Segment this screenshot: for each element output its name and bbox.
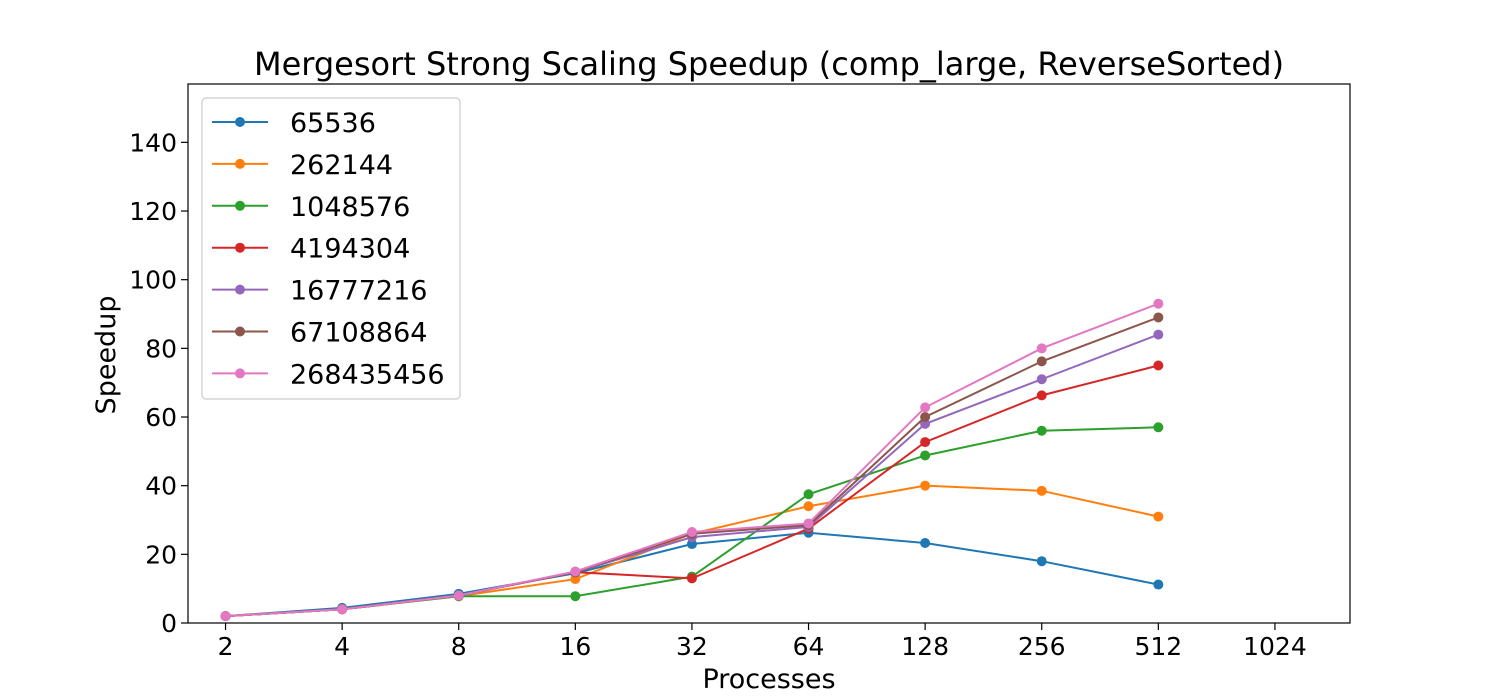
data-point-4194304 — [1153, 360, 1164, 371]
data-point-1048576 — [920, 450, 931, 461]
y-tick-label: 20 — [145, 540, 177, 569]
x-tick-label: 16 — [559, 632, 591, 661]
data-point-4194304 — [686, 573, 697, 584]
legend-label: 65536 — [290, 108, 376, 139]
x-tick-label: 512 — [1134, 632, 1182, 661]
series-268435456 — [220, 298, 1164, 622]
y-tick-label: 40 — [145, 472, 177, 501]
data-point-65536 — [920, 538, 931, 549]
x-tick-label: 4 — [334, 632, 350, 661]
data-point-1048576 — [1153, 422, 1164, 433]
data-point-65536 — [1153, 579, 1164, 590]
legend-marker — [235, 200, 245, 211]
legend-marker — [235, 158, 245, 169]
data-point-268435456 — [337, 604, 348, 615]
data-point-67108864 — [1036, 356, 1047, 367]
data-point-268435456 — [220, 611, 231, 622]
x-axis-label: Processes — [702, 664, 835, 695]
data-point-262144 — [570, 574, 581, 585]
x-tick-label: 1024 — [1243, 632, 1307, 661]
data-point-262144 — [1036, 485, 1047, 496]
data-point-1048576 — [803, 489, 814, 500]
y-tick-label: 0 — [161, 609, 177, 638]
data-point-268435456 — [686, 527, 697, 538]
data-point-4194304 — [920, 437, 931, 448]
legend-label: 1048576 — [290, 192, 410, 223]
data-point-262144 — [920, 480, 931, 491]
x-tick-label: 128 — [901, 632, 949, 661]
data-point-268435456 — [570, 566, 581, 577]
data-point-4194304 — [1036, 390, 1047, 401]
series-262144 — [220, 480, 1164, 622]
y-tick-label: 140 — [129, 128, 177, 157]
data-point-16777216 — [1036, 374, 1047, 385]
legend-marker — [235, 242, 245, 253]
data-point-1048576 — [570, 591, 581, 602]
legend-label: 16777216 — [290, 276, 427, 307]
data-point-16777216 — [1153, 329, 1164, 340]
legend-marker — [235, 368, 245, 379]
legend-marker — [235, 326, 245, 337]
data-point-1048576 — [1036, 425, 1047, 436]
legend-label: 262144 — [290, 150, 393, 181]
data-point-268435456 — [920, 402, 931, 413]
x-tick-label: 8 — [451, 632, 467, 661]
y-tick-label: 60 — [145, 403, 177, 432]
legend-marker — [235, 284, 245, 295]
x-tick-label: 2 — [218, 632, 234, 661]
legend-label: 4194304 — [290, 234, 410, 265]
legend-marker — [235, 117, 245, 127]
data-point-16777216 — [920, 418, 931, 429]
data-point-262144 — [803, 501, 814, 512]
data-point-268435456 — [453, 590, 464, 601]
y-tick-label: 120 — [129, 197, 177, 226]
chart-title: Mergesort Strong Scaling Speedup (comp_l… — [254, 45, 1284, 83]
x-tick-label: 64 — [793, 632, 825, 661]
data-point-268435456 — [1036, 343, 1047, 354]
series-1048576 — [220, 422, 1164, 622]
legend-label: 67108864 — [290, 318, 427, 349]
data-point-65536 — [1036, 556, 1047, 567]
y-axis-label: Speedup — [91, 296, 122, 415]
data-point-268435456 — [1153, 298, 1164, 309]
data-point-67108864 — [920, 412, 931, 423]
data-point-262144 — [1153, 511, 1164, 522]
data-point-67108864 — [1153, 312, 1164, 323]
legend-box — [201, 97, 461, 400]
x-tick-label: 32 — [676, 632, 708, 661]
data-point-65536 — [686, 539, 697, 550]
series-line-262144 — [225, 484, 1159, 618]
x-tick-label: 256 — [1018, 632, 1066, 661]
y-tick-label: 80 — [145, 334, 177, 363]
legend: 65536 262144 1048576 4194304 16777216 6710886… — [201, 97, 461, 400]
plot-area: 2 4 8 16 32 64 128 256 512 1024 0 20 40 60 80 100 120 140… — [129, 83, 1351, 661]
plot-frame — [187, 83, 1351, 624]
legend-label: 268435456 — [290, 359, 445, 390]
series-line-1048576 — [225, 426, 1159, 618]
y-tick-label: 100 — [129, 266, 177, 295]
data-point-268435456 — [803, 518, 814, 529]
